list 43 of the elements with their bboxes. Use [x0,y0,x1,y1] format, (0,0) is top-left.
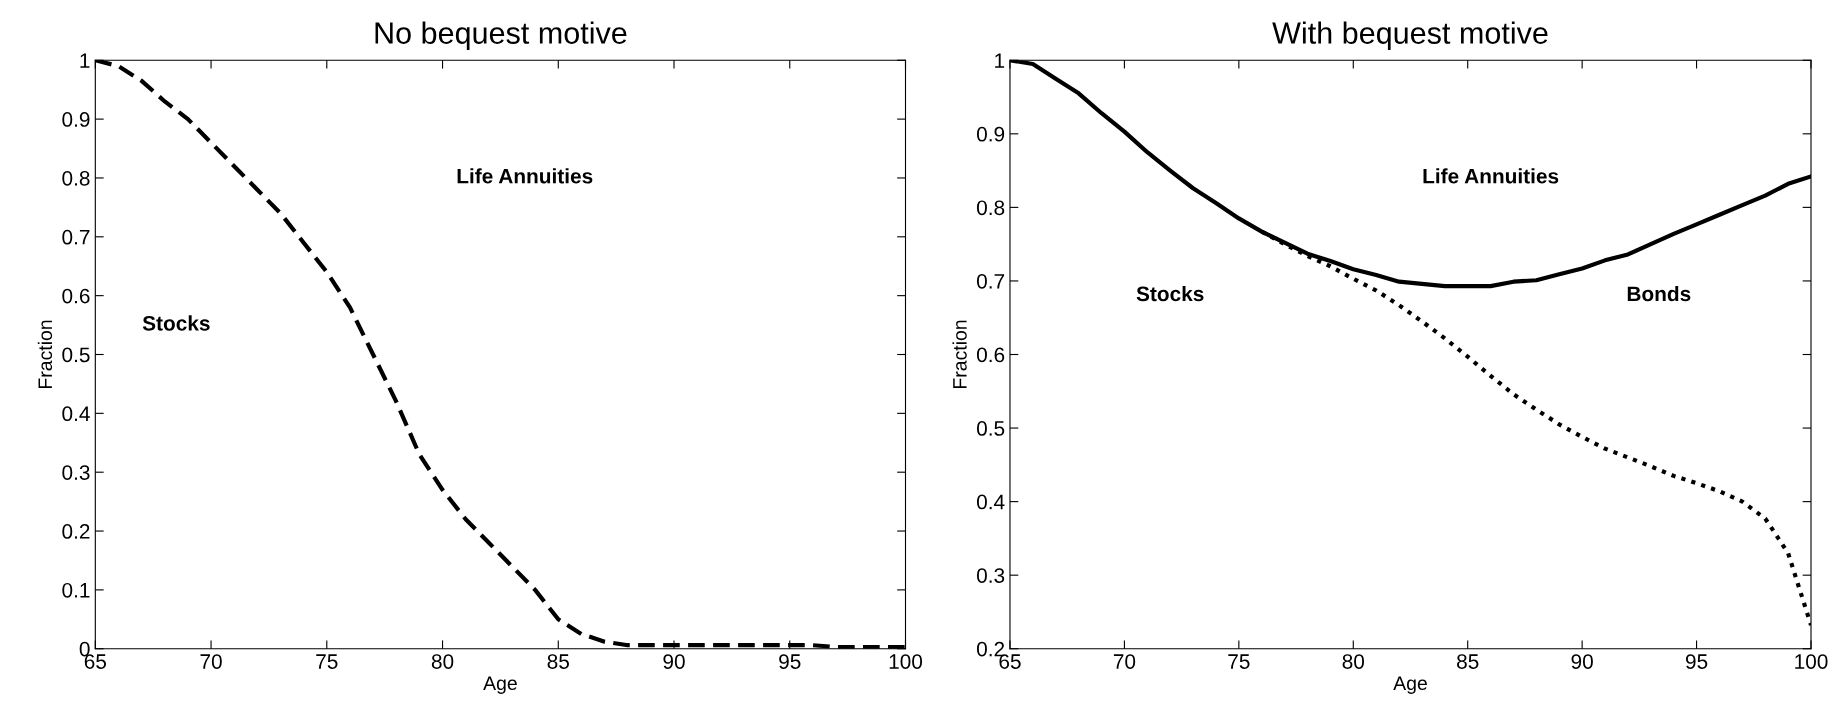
annotation: Stocks [1136,285,1204,302]
x-tick-label: 75 [1228,654,1250,669]
x-tick-label: 95 [1685,654,1708,669]
y-tick-label: 0.8 [976,200,1005,216]
y-tick-label: 0.9 [976,126,1005,142]
y-tick-label: 0.7 [976,273,1005,289]
x-tick-label: 95 [779,654,801,669]
x-tick-label: 100 [1795,654,1828,669]
x-tick-label: 90 [663,654,685,669]
y-axis-title: Fraction [37,320,53,389]
x-tick-label: 70 [1113,654,1136,669]
y-tick-label: 0.6 [62,288,90,304]
annotation: Life Annuities [457,168,593,184]
annotation: Stocks [142,315,210,331]
annotation: Bonds [1627,285,1691,302]
x-tick-label: 80 [1342,654,1365,669]
y-tick-label: 0.3 [62,465,90,480]
x-tick-label: 90 [1571,654,1593,669]
y-tick-label: 0.6 [976,347,1005,363]
y-tick-label: 0.9 [62,112,90,127]
y-tick-label: 0.8 [62,170,90,186]
y-axis-title: Fraction [952,320,967,389]
x-tick-label: 85 [547,654,569,669]
x-axis-title: Age [483,676,517,694]
y-tick-label: 0.5 [62,347,90,363]
x-tick-label: 75 [316,654,338,669]
y-tick-label: 1 [995,53,1005,68]
x-tick-label: 100 [889,654,923,669]
x-axis-title: Age [1393,676,1427,694]
y-tick-label: 0.5 [976,421,1005,436]
annotation: Life Annuities [1423,168,1559,184]
y-tick-label: 0.4 [976,494,1005,510]
y-tick-label: 0.4 [62,406,90,422]
x-tick-label: 70 [200,654,222,669]
y-tick-label: 1 [80,53,90,68]
x-tick-label: 80 [431,654,454,669]
y-tick-label: 0.3 [976,568,1005,583]
y-tick-label: 0.2 [62,524,90,539]
y-tick-label: 0.1 [62,582,90,598]
chart-title: With bequest motive [1272,21,1548,50]
chart-title: No bequest motive [375,21,627,50]
y-tick-label: 0.7 [62,229,90,245]
x-tick-label: 85 [1457,654,1479,669]
